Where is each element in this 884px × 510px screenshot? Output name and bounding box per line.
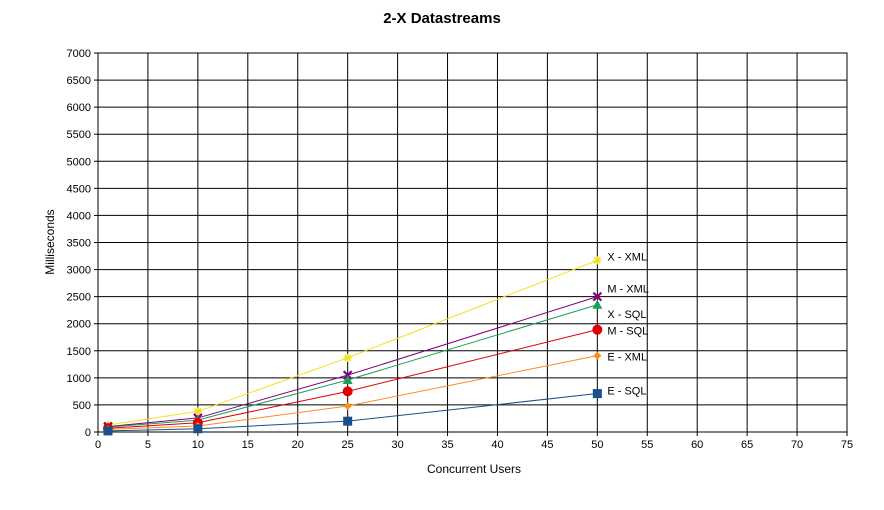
series-x-xml (103, 256, 602, 429)
y-tick-label: 6000 (67, 102, 91, 114)
y-tick-label: 1500 (67, 346, 91, 358)
data-point (592, 299, 603, 309)
y-tick-label: 1000 (67, 373, 91, 385)
series-line (107, 393, 598, 432)
series-label: X - SQL (607, 309, 646, 321)
y-tick-label: 2500 (67, 292, 91, 304)
y-tick-label: 3000 (67, 265, 91, 277)
series-label: M - XML (607, 284, 649, 296)
y-tick-label: 4000 (67, 210, 91, 222)
data-point (343, 416, 353, 426)
x-tick-label: 25 (342, 439, 354, 451)
series-label: E - SQL (607, 386, 646, 398)
y-tick-label: 0 (85, 427, 91, 439)
x-tick-label: 5 (145, 439, 151, 451)
y-tick-label: 5500 (67, 129, 91, 141)
series-line (107, 259, 598, 426)
data-point (193, 407, 202, 416)
data-point (343, 402, 352, 411)
x-tick-label: 55 (641, 439, 653, 451)
y-tick-label: 3500 (67, 238, 91, 250)
y-axis-label: Milliseconds (43, 209, 57, 274)
x-tick-label: 65 (741, 439, 753, 451)
data-point (592, 324, 603, 335)
data-point (593, 256, 602, 265)
data-point (592, 389, 602, 399)
series-line (107, 355, 598, 430)
data-point (593, 351, 602, 360)
x-axis-label: Concurrent Users (427, 462, 521, 476)
y-tick-label: 4500 (67, 183, 91, 195)
chart-title: 2-X Datastreams (383, 10, 501, 27)
x-tick-label: 70 (791, 439, 803, 451)
series-label: X - XML (607, 251, 647, 263)
y-tick-label: 7000 (67, 48, 91, 60)
series-e-sql (103, 389, 602, 436)
y-tick-label: 2000 (67, 319, 91, 331)
x-tick-label: 10 (192, 439, 204, 451)
data-point (343, 353, 352, 362)
y-tick-label: 5000 (67, 156, 91, 168)
series-label: M - SQL (607, 326, 648, 338)
x-tick-label: 40 (491, 439, 503, 451)
x-tick-label: 50 (591, 439, 603, 451)
y-tick-label: 500 (73, 400, 91, 412)
data-point (342, 375, 353, 385)
data-point (592, 291, 603, 302)
series-label: E - XML (607, 352, 647, 364)
x-tick-label: 35 (441, 439, 453, 451)
x-tick-label: 0 (95, 439, 101, 451)
series-m-xml (103, 291, 603, 432)
x-tick-label: 60 (691, 439, 703, 451)
data-point (103, 426, 113, 436)
x-tick-label: 30 (391, 439, 403, 451)
x-tick-label: 45 (541, 439, 553, 451)
series-line (107, 304, 598, 428)
x-tick-label: 20 (292, 439, 304, 451)
series-line (107, 329, 598, 429)
series-line (107, 296, 598, 428)
x-tick-label: 75 (841, 439, 853, 451)
data-point (193, 424, 203, 434)
x-tick-label: 15 (242, 439, 254, 451)
data-point (342, 386, 353, 397)
series-x-sql (102, 299, 603, 432)
y-tick-label: 6500 (67, 75, 91, 87)
